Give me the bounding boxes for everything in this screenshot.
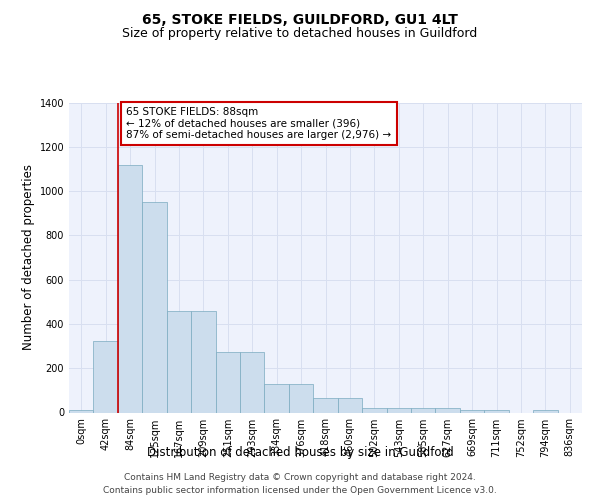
Bar — [118, 164, 142, 412]
Text: Contains HM Land Registry data © Crown copyright and database right 2024.: Contains HM Land Registry data © Crown c… — [124, 472, 476, 482]
Bar — [167, 310, 191, 412]
Bar — [460, 410, 484, 412]
Bar — [289, 384, 313, 412]
Bar — [142, 202, 167, 412]
Bar — [436, 408, 460, 412]
Bar — [313, 398, 338, 412]
Text: Distribution of detached houses by size in Guildford: Distribution of detached houses by size … — [146, 446, 454, 459]
Y-axis label: Number of detached properties: Number of detached properties — [22, 164, 35, 350]
Bar — [411, 408, 436, 412]
Text: Size of property relative to detached houses in Guildford: Size of property relative to detached ho… — [122, 28, 478, 40]
Bar — [338, 398, 362, 412]
Bar — [69, 410, 94, 412]
Text: Contains public sector information licensed under the Open Government Licence v3: Contains public sector information licen… — [103, 486, 497, 495]
Bar — [265, 384, 289, 412]
Bar — [240, 352, 265, 412]
Bar — [362, 408, 386, 412]
Bar — [386, 408, 411, 412]
Text: 65, STOKE FIELDS, GUILDFORD, GU1 4LT: 65, STOKE FIELDS, GUILDFORD, GU1 4LT — [142, 12, 458, 26]
Bar — [94, 340, 118, 412]
Bar — [191, 310, 215, 412]
Bar — [215, 352, 240, 412]
Bar — [484, 410, 509, 412]
Text: 65 STOKE FIELDS: 88sqm
← 12% of detached houses are smaller (396)
87% of semi-de: 65 STOKE FIELDS: 88sqm ← 12% of detached… — [127, 107, 392, 140]
Bar — [533, 410, 557, 412]
